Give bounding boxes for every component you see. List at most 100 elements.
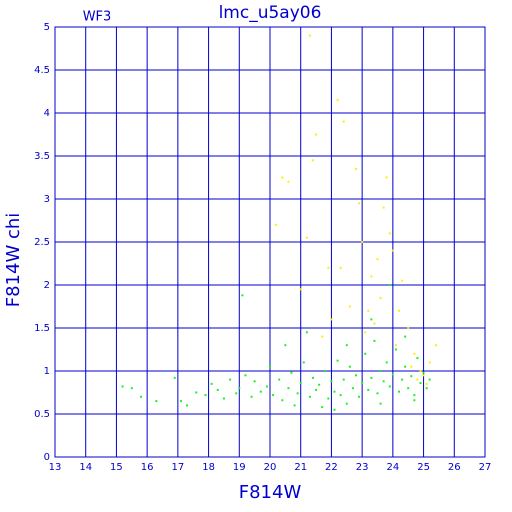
data-point [428,378,431,381]
data-point [186,404,189,407]
data-point [333,408,336,411]
data-point [299,288,302,291]
data-point [401,279,404,282]
data-point [130,387,133,390]
data-point [318,383,321,386]
data-point [404,335,407,338]
x-tick-label: 23 [356,462,369,473]
data-point [382,380,385,383]
data-point [330,380,333,383]
data-point [342,120,345,123]
data-point [367,388,370,391]
data-point [235,392,238,395]
data-point [413,352,416,355]
data-point [336,99,339,102]
data-point [281,399,284,402]
data-point [379,296,382,299]
data-point [358,202,361,205]
data-point [327,397,330,400]
data-point [333,390,336,393]
data-point [416,357,419,360]
data-point [367,309,370,312]
data-point [428,361,431,364]
chart-title: lmc_u5ay06 [219,3,322,23]
data-point [404,365,407,368]
data-point [388,284,391,286]
data-point [336,359,339,362]
data-point [401,378,404,381]
data-point [413,394,416,397]
data-point [388,232,391,235]
data-point [370,376,373,379]
data-point [315,388,318,391]
data-point [410,365,413,368]
data-point [278,378,281,381]
data-point [302,361,305,364]
data-point [382,206,385,209]
y-tick-label: 4 [44,108,50,119]
data-point [361,382,364,385]
data-point [305,236,308,239]
data-point [422,374,425,377]
data-point [422,371,425,374]
data-point [265,385,268,388]
data-point [321,335,324,338]
x-tick-label: 20 [264,462,277,473]
data-point [425,382,428,385]
data-point [376,258,379,261]
y-tick-label: 4.5 [34,65,50,76]
data-point [345,402,348,405]
data-point [259,390,262,393]
data-point [398,309,400,312]
data-point [355,167,357,170]
data-point [327,266,330,269]
data-point [321,406,324,409]
data-point [348,365,351,368]
data-point [312,376,314,379]
data-point [370,275,373,278]
x-tick-label: 18 [202,462,215,473]
data-point [339,266,342,269]
data-point [204,394,207,397]
data-point [315,133,318,136]
data-point [290,371,293,374]
data-point [351,387,354,390]
data-point [419,370,422,372]
data-point [241,294,244,297]
data-point [229,378,232,381]
x-tick-label: 25 [417,462,430,473]
data-point [373,339,376,342]
data-point [345,344,348,347]
data-point [324,370,327,372]
y-tick-label: 1 [44,366,50,377]
data-point [416,378,419,381]
x-tick-label: 22 [325,462,338,473]
data-point [376,392,379,395]
data-point [250,395,253,398]
data-point [179,400,182,403]
data-point [394,348,397,351]
data-point [348,305,351,308]
y-tick-label: 2.5 [34,237,50,248]
data-point [388,385,391,388]
data-point [293,404,296,407]
data-point [140,395,142,398]
data-point [287,387,290,390]
data-point [312,159,314,162]
data-point [269,365,271,368]
data-point [272,394,275,397]
data-point [253,380,256,383]
x-tick-label: 27 [479,462,492,473]
data-point [330,318,333,321]
x-tick-label: 14 [79,462,92,473]
data-point [407,387,410,390]
data-point [121,385,124,388]
data-point [385,176,388,179]
y-tick-label: 3 [44,194,50,205]
y-tick-label: 3.5 [34,151,50,162]
y-axis-label: F814W chi [3,213,24,308]
data-point [305,331,308,334]
data-point [425,387,428,390]
data-point [284,344,287,347]
